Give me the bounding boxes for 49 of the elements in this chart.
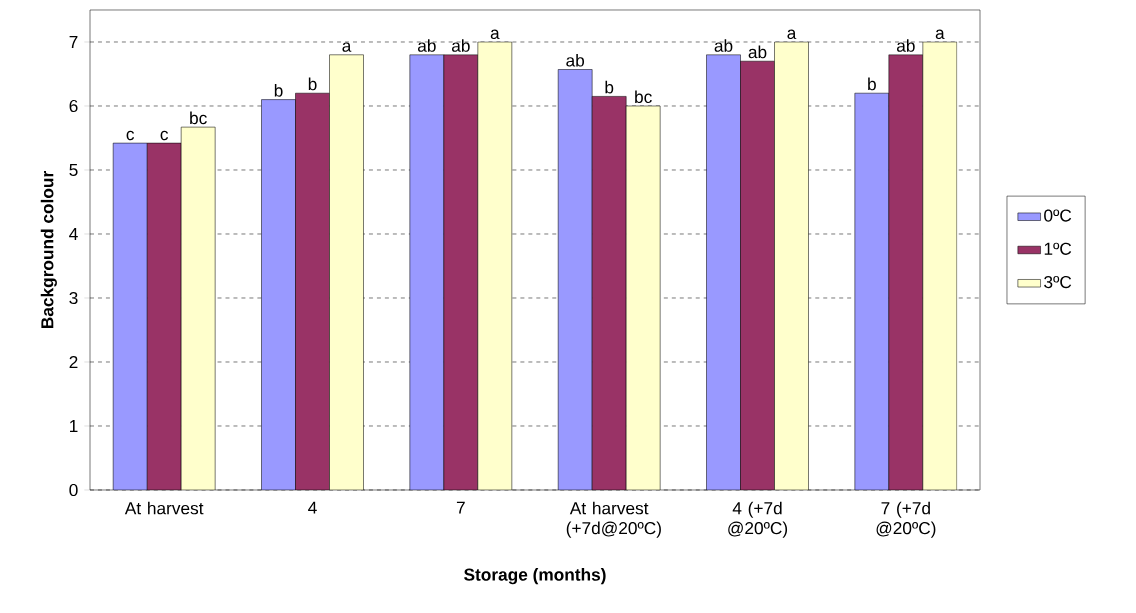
data-label: bc (635, 90, 652, 103)
data-label: b (868, 77, 876, 91)
x-tick-label: 4 (308, 501, 317, 514)
bar (146, 142, 182, 490)
y-tick-label: 4 (69, 227, 78, 240)
legend-label: 3ºC (1044, 275, 1072, 289)
data-label: ab (896, 39, 915, 52)
bar (261, 99, 296, 490)
y-axis-title: Background colour (40, 170, 57, 328)
bar (854, 92, 890, 490)
bar (740, 60, 775, 490)
x-tick-label: 7 (456, 501, 465, 514)
bar (557, 69, 593, 490)
bar (112, 142, 148, 490)
data-label: c (126, 130, 135, 141)
bar (409, 54, 445, 490)
y-tick-label: 7 (69, 35, 78, 48)
x-axis-title: Storage (months) (464, 567, 606, 585)
bar (295, 92, 330, 490)
y-tick-label: 3 (69, 291, 78, 304)
data-label: ab (417, 39, 436, 52)
bar (443, 54, 479, 490)
data-label: ab (451, 39, 470, 52)
y-tick-label: 0 (69, 483, 78, 496)
legend-label: 0ºC (1044, 209, 1072, 222)
data-label: a (490, 29, 500, 39)
x-tick-label: At harvest (+7d@20ºC) (566, 501, 661, 538)
y-tick-label: 5 (69, 163, 78, 176)
x-tick-label: 7 (+7d @20ºC) (876, 501, 936, 538)
data-label: b (308, 77, 317, 91)
data-label: ab (714, 39, 733, 52)
data-label: bc (190, 111, 207, 125)
y-tick-label: 6 (69, 99, 78, 112)
y-tick-label: 1 (70, 419, 78, 432)
data-label: b (605, 80, 614, 94)
bar (591, 95, 627, 490)
data-label: a (787, 29, 797, 39)
bar (706, 54, 741, 490)
data-label: ab (748, 45, 767, 59)
data-label: c (160, 130, 169, 141)
data-label: b (274, 83, 283, 97)
bar (888, 54, 924, 490)
data-label: ab (566, 53, 585, 67)
x-tick-label: At harvest (124, 501, 204, 515)
data-label: a (935, 29, 945, 39)
x-tick-label: 4 (+7d @20ºC) (728, 501, 788, 538)
legend-label: 1ºC (1044, 242, 1072, 255)
y-tick-label: 2 (69, 355, 78, 368)
data-label: a (342, 42, 352, 52)
